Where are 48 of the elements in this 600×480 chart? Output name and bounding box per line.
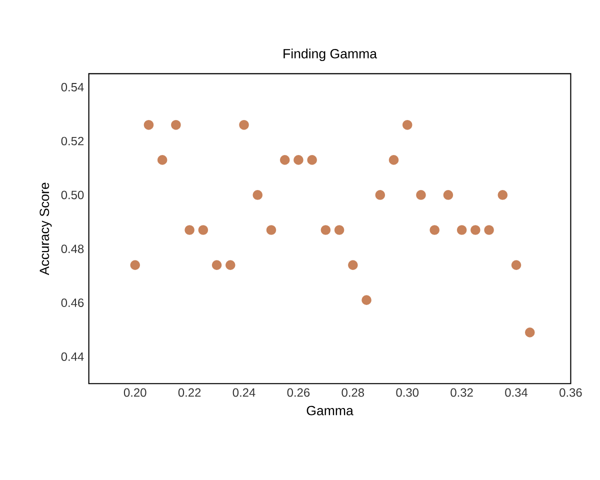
x-tick-label: 0.24: [232, 388, 256, 397]
point: [225, 260, 236, 270]
point: [402, 120, 412, 130]
point: [266, 225, 276, 235]
x-tick-label: 0.28: [342, 388, 364, 397]
x-tick-label: 0.34: [505, 388, 528, 397]
x-tick-label: 0.30: [396, 388, 419, 397]
point: [511, 260, 522, 270]
x-tick-label: 0.22: [178, 388, 201, 397]
point: [280, 155, 290, 165]
y-tick-label: 0.50: [61, 190, 84, 200]
point: [252, 190, 263, 200]
point: [294, 155, 304, 165]
point: [184, 225, 194, 235]
y-tick-label: 0.48: [61, 244, 84, 254]
point: [443, 190, 454, 200]
point: [334, 225, 344, 235]
point: [348, 260, 358, 270]
point: [307, 155, 317, 165]
point: [416, 190, 426, 200]
point: [388, 155, 399, 165]
point: [484, 225, 494, 235]
y-tick-label: 0.46: [61, 298, 84, 308]
x-tick-label: 0.36: [560, 388, 582, 397]
point: [498, 190, 508, 200]
x-tick-label: 0.20: [124, 388, 146, 397]
x-axis-title: Gamma: [306, 406, 354, 416]
point: [524, 328, 535, 338]
point: [430, 225, 440, 235]
y-tick-label: 0.52: [61, 136, 84, 146]
point: [130, 260, 140, 270]
point: [212, 260, 222, 270]
point: [171, 120, 181, 130]
point: [456, 225, 467, 235]
point: [375, 190, 386, 200]
point: [198, 225, 208, 235]
y-tick-label: 0.44: [61, 352, 84, 361]
point: [144, 120, 154, 130]
point: [362, 295, 372, 305]
point: [320, 225, 331, 235]
point: [239, 120, 249, 130]
x-tick-label: 0.26: [287, 388, 310, 397]
y-axis-title: Accuracy Score: [40, 182, 52, 276]
x-tick-label: 0.32: [450, 388, 473, 397]
chart-title: Finding Gamma: [284, 48, 377, 62]
y-tick-label: 0.54: [61, 82, 84, 92]
point: [157, 155, 168, 165]
point: [470, 225, 480, 235]
